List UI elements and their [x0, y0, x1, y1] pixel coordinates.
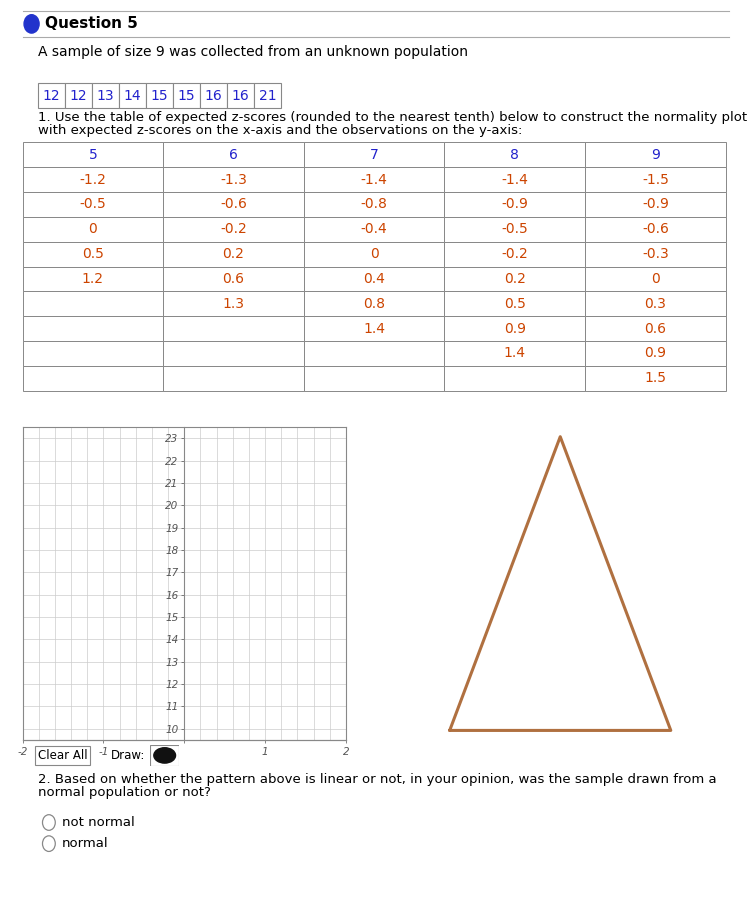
Text: normal: normal — [62, 837, 108, 850]
Text: 0: 0 — [651, 272, 660, 286]
Text: -0.5: -0.5 — [80, 198, 106, 211]
Text: 1.4: 1.4 — [363, 322, 385, 335]
Text: 5: 5 — [89, 148, 97, 162]
Text: -1.4: -1.4 — [502, 173, 528, 187]
Text: -0.4: -0.4 — [361, 222, 387, 236]
Text: -0.3: -0.3 — [642, 247, 669, 261]
Text: 12: 12 — [69, 88, 87, 103]
Text: 0.5: 0.5 — [82, 247, 104, 261]
Text: 0.9: 0.9 — [504, 322, 526, 335]
Text: 2. Based on whether the pattern above is linear or not, in your opinion, was the: 2. Based on whether the pattern above is… — [38, 773, 716, 786]
Text: 0.5: 0.5 — [504, 297, 526, 311]
Text: 1.2: 1.2 — [82, 272, 104, 286]
Text: Draw:: Draw: — [111, 749, 146, 762]
Text: A sample of size 9 was collected from an unknown population: A sample of size 9 was collected from an… — [38, 45, 468, 60]
Text: -0.2: -0.2 — [220, 222, 247, 236]
Text: 6: 6 — [229, 148, 238, 162]
Text: 7: 7 — [370, 148, 378, 162]
Text: -1.5: -1.5 — [642, 173, 669, 187]
Text: 0: 0 — [89, 222, 97, 236]
Text: -0.9: -0.9 — [502, 198, 528, 211]
Text: -0.2: -0.2 — [502, 247, 528, 261]
Text: -0.5: -0.5 — [502, 222, 528, 236]
Text: -0.6: -0.6 — [220, 198, 247, 211]
Text: Question 5: Question 5 — [45, 17, 138, 31]
Text: 13: 13 — [96, 88, 114, 103]
Text: 1.5: 1.5 — [644, 371, 666, 385]
Text: 16: 16 — [205, 88, 223, 103]
Text: 0: 0 — [370, 247, 378, 261]
Text: -0.8: -0.8 — [361, 198, 387, 211]
Text: -0.6: -0.6 — [642, 222, 669, 236]
Text: 15: 15 — [177, 88, 196, 103]
Text: 0.3: 0.3 — [644, 297, 666, 311]
Text: 0.9: 0.9 — [644, 346, 666, 360]
Text: 21: 21 — [259, 88, 277, 103]
Text: 9: 9 — [651, 148, 660, 162]
Text: 1. Use the table of expected z-scores (rounded to the nearest tenth) below to co: 1. Use the table of expected z-scores (r… — [38, 111, 747, 124]
Text: Clear All: Clear All — [38, 749, 87, 762]
Text: not normal: not normal — [62, 816, 135, 829]
Text: -1.3: -1.3 — [220, 173, 247, 187]
Text: 0.6: 0.6 — [644, 322, 666, 335]
Circle shape — [154, 748, 175, 763]
Text: -1.4: -1.4 — [361, 173, 387, 187]
Text: 1.3: 1.3 — [223, 297, 244, 311]
Text: normal population or not?: normal population or not? — [38, 786, 211, 799]
Text: 0.4: 0.4 — [363, 272, 385, 286]
Text: 12: 12 — [42, 88, 60, 103]
Text: -1.2: -1.2 — [80, 173, 106, 187]
Text: -0.9: -0.9 — [642, 198, 669, 211]
Text: 16: 16 — [232, 88, 250, 103]
Text: 15: 15 — [150, 88, 168, 103]
Text: 0.2: 0.2 — [504, 272, 526, 286]
Text: 1.4: 1.4 — [504, 346, 526, 360]
Text: 8: 8 — [511, 148, 519, 162]
Text: with expected z-scores on the x-axis and the observations on the y-axis:: with expected z-scores on the x-axis and… — [38, 124, 522, 137]
Text: 0.6: 0.6 — [223, 272, 244, 286]
Text: 0.2: 0.2 — [223, 247, 244, 261]
Text: 0.8: 0.8 — [363, 297, 385, 311]
Text: 14: 14 — [123, 88, 141, 103]
